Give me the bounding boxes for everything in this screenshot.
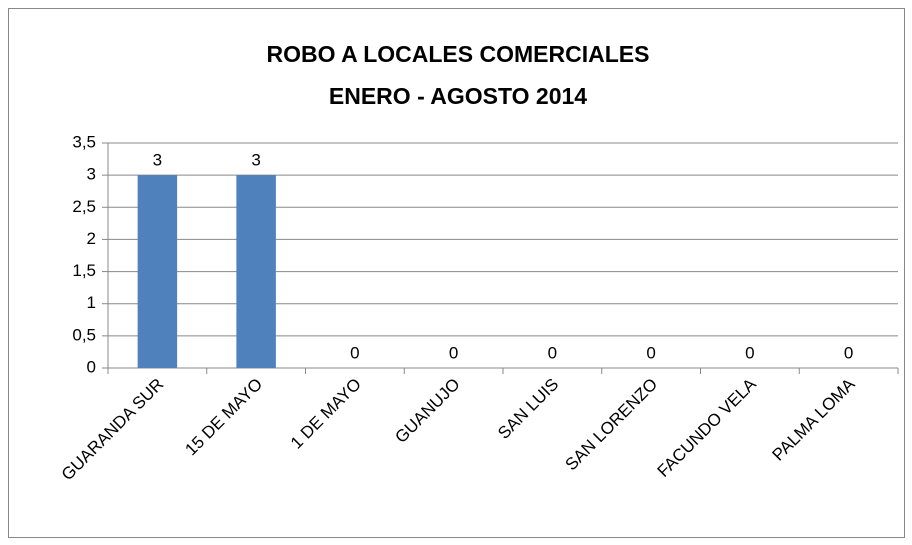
y-tick-label: 3 — [87, 165, 96, 184]
data-label: 0 — [449, 343, 458, 362]
y-tick-label: 1 — [87, 293, 96, 312]
data-label: 0 — [548, 343, 557, 362]
y-tick-label: 0 — [87, 357, 96, 376]
data-label: 3 — [153, 151, 162, 170]
y-tick-label: 2 — [87, 229, 96, 248]
y-tick-label: 1,5 — [72, 261, 96, 280]
chart-title: ROBO A LOCALES COMERCIALES — [267, 41, 650, 67]
bar — [137, 175, 178, 368]
data-label: 0 — [844, 343, 853, 362]
data-label: 3 — [251, 151, 260, 170]
data-label: 0 — [350, 343, 359, 362]
bar — [236, 175, 276, 368]
data-label: 0 — [646, 343, 655, 362]
y-tick-label: 0,5 — [72, 325, 96, 344]
y-tick-label: 3,5 — [72, 132, 96, 151]
chart-subtitle: ENERO - AGOSTO 2014 — [329, 83, 587, 109]
y-tick-label: 2,5 — [72, 197, 96, 216]
data-label: 0 — [745, 343, 754, 362]
